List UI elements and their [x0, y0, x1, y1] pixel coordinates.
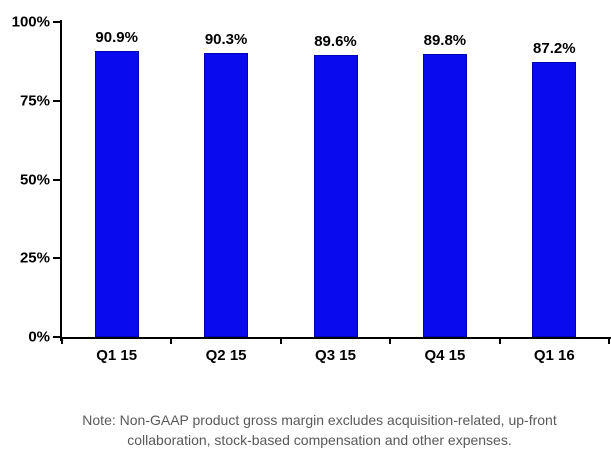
footnote-line: collaboration, stock-based compensation … — [127, 432, 512, 448]
y-axis-label: 0% — [28, 328, 50, 346]
x-axis-tick — [608, 337, 610, 344]
bar-value-label: 89.8% — [423, 32, 467, 49]
x-axis-line — [60, 337, 611, 339]
bar-value-label: 90.9% — [95, 29, 138, 46]
x-axis-label: Q2 15 — [205, 347, 247, 364]
bar — [313, 55, 358, 337]
x-axis-label: Q3 15 — [315, 347, 356, 364]
bar — [94, 51, 139, 337]
x-axis-tick — [279, 337, 282, 344]
footnote-line: Note: Non-GAAP product gross margin excl… — [82, 412, 557, 428]
x-axis-tick — [498, 337, 501, 344]
bar-value-label: 87.2% — [533, 40, 576, 57]
y-axis-label: 50% — [19, 171, 50, 188]
y-axis-line — [60, 20, 62, 341]
y-axis-label: 100% — [11, 13, 50, 31]
x-axis-label: Q1 16 — [533, 347, 575, 364]
x-axis-label: Q4 15 — [424, 347, 466, 364]
bar — [422, 54, 467, 337]
y-axis-label: 25% — [19, 249, 50, 267]
footnote: Note: Non-GAAP product gross margin excl… — [0, 410, 611, 449]
y-axis-tick — [53, 257, 60, 260]
y-axis-label: 75% — [19, 92, 50, 110]
x-axis-label: Q1 15 — [96, 347, 138, 364]
y-axis-tick — [53, 178, 60, 181]
bar — [204, 53, 249, 337]
bar — [532, 62, 577, 337]
y-axis-tick — [53, 336, 60, 338]
plot-area: 0% 25% 50% 75% 100% 90.9% Q1 15 90.3% Q2 15 89.6%… — [12, 14, 611, 364]
bar-value-label: 90.3% — [204, 31, 248, 48]
x-axis-tick — [170, 337, 173, 344]
y-axis-tick — [53, 21, 60, 23]
bar-value-label: 89.6% — [314, 33, 357, 50]
x-axis-tick — [389, 337, 392, 344]
y-axis-tick — [53, 99, 60, 102]
x-axis-tick — [61, 337, 63, 344]
